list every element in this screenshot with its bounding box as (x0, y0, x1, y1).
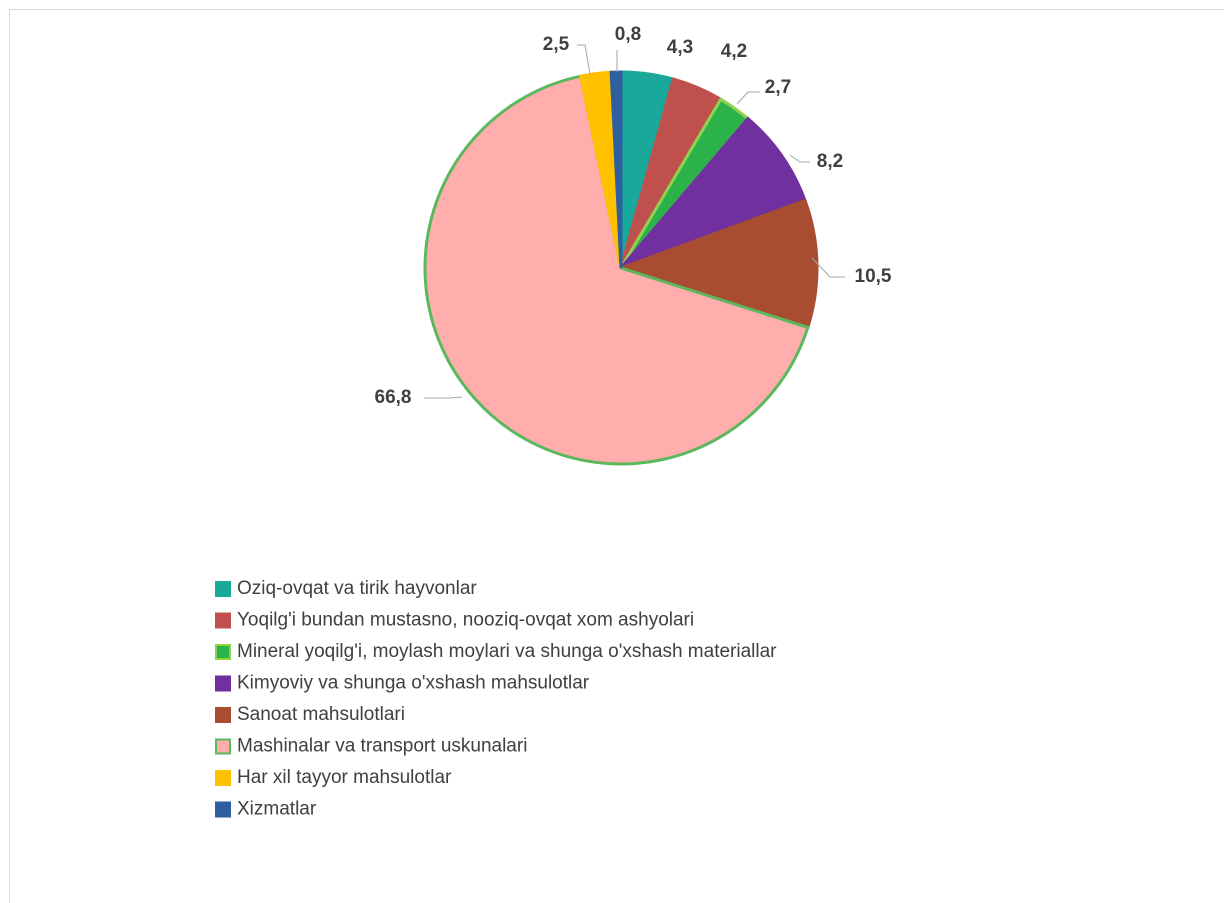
legend-swatch (215, 581, 231, 597)
legend-swatch (215, 801, 231, 818)
data-label: 4,2 (721, 41, 747, 62)
legend-label: Yoqilg'i bundan mustasno, nooziq-ovqat x… (237, 610, 694, 631)
data-label: 2,7 (765, 77, 791, 98)
legend-label: Oziq-ovqat va tirik hayvonlar (237, 578, 477, 599)
legend-label: Sanoat mahsulotlari (237, 704, 405, 725)
legend-swatch (215, 612, 231, 629)
data-label: 2,5 (543, 34, 570, 55)
legend-swatch (215, 707, 231, 723)
leader-line (789, 154, 810, 163)
legend-swatch (215, 644, 231, 660)
chart-frame (9, 9, 1224, 903)
data-label: 4,3 (667, 37, 693, 58)
data-label: 8,2 (817, 151, 843, 172)
data-label: 0,8 (615, 24, 641, 45)
legend-swatch (215, 738, 231, 755)
legend-label: Mashinalar va transport uskunalari (237, 736, 527, 757)
data-label: 10,5 (855, 266, 892, 287)
pie-slice (616, 116, 807, 272)
legend-label: Kimyoviy va shunga o'xshash mahsulotlar (237, 673, 590, 694)
leader-line (811, 257, 845, 278)
legend-label: Har xil tayyor mahsulotlar (237, 767, 452, 788)
leader-line (577, 44, 591, 75)
leader-line (424, 396, 463, 399)
legend-swatch (215, 675, 231, 692)
leader-line (736, 91, 760, 105)
data-label: 66,8 (375, 387, 412, 408)
legend-label: Xizmatlar (237, 799, 317, 820)
pie-slice (609, 70, 623, 269)
pie-slice (423, 74, 810, 466)
legend-swatch (215, 770, 231, 786)
legend-label: Mineral yoqilg'i, moylash moylari va shu… (237, 641, 777, 662)
